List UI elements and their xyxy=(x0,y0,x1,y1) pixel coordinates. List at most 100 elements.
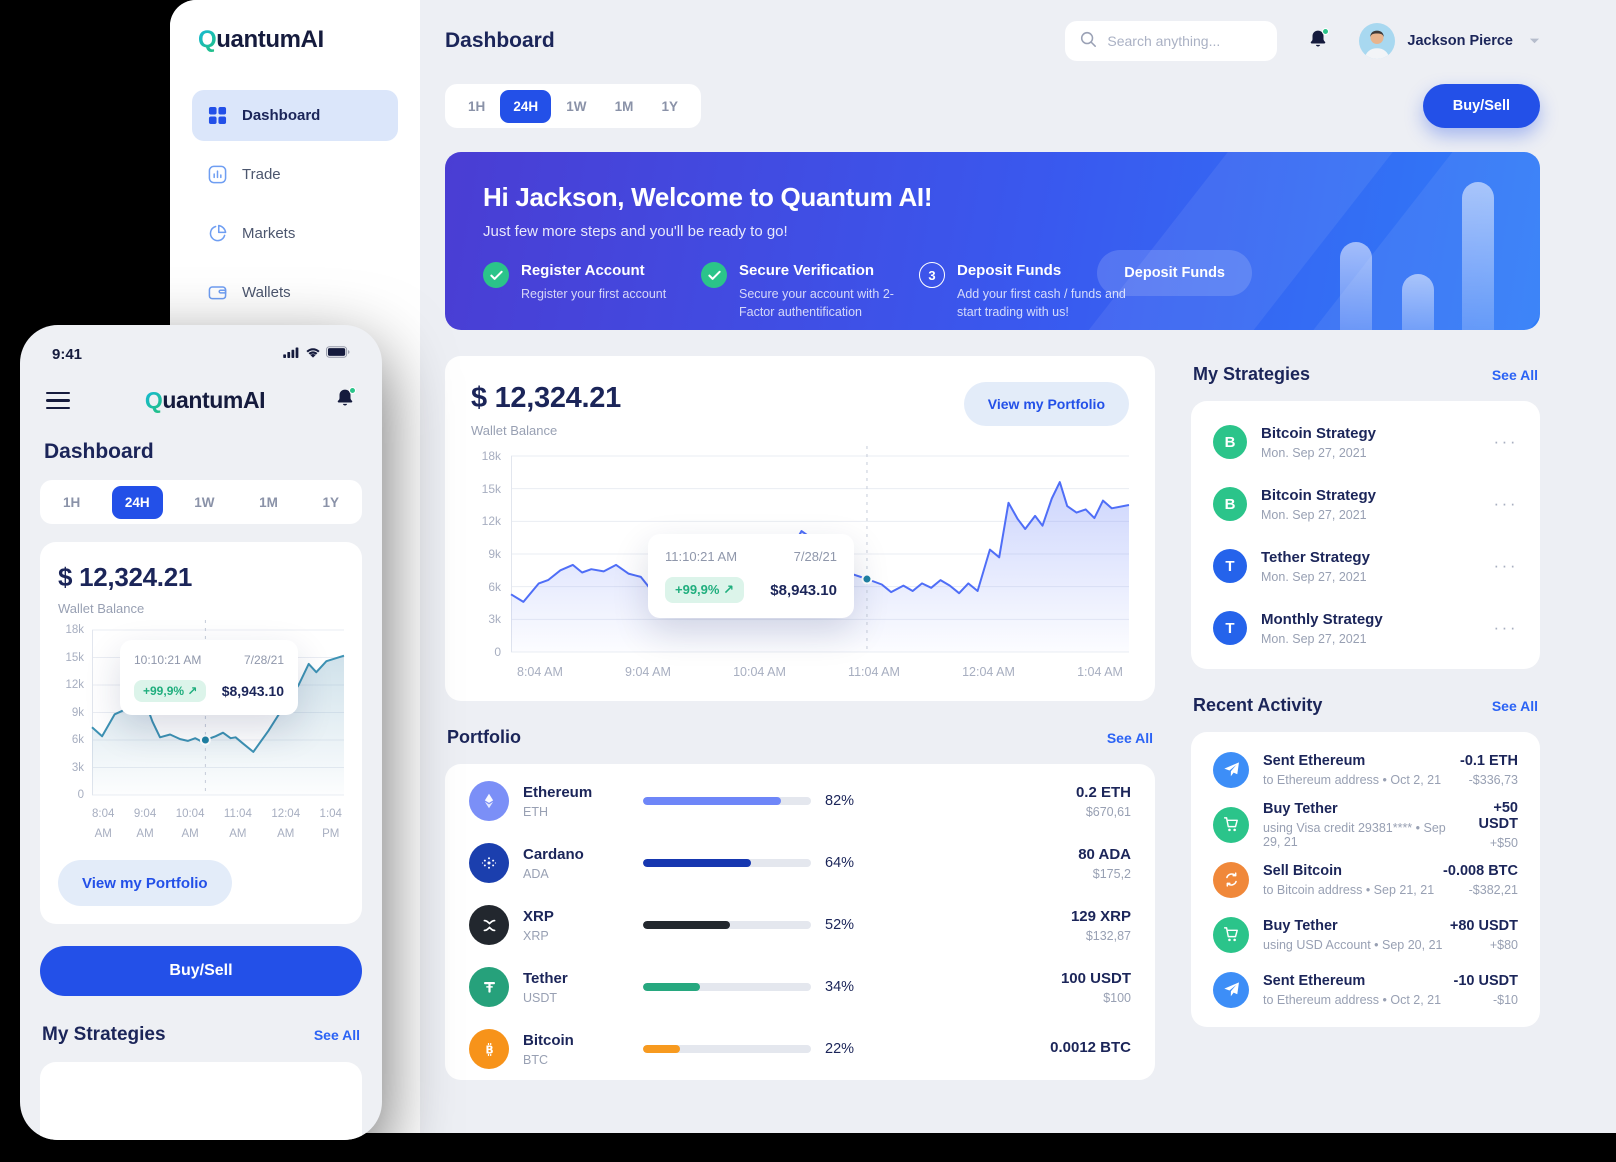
portfolio-asset: Bitcoin BTC xyxy=(523,1032,643,1067)
asset-holdings: 0.2 ETH $670,61 xyxy=(1076,784,1131,819)
strategy-text: Bitcoin Strategy Mon. Sep 27, 2021 xyxy=(1261,487,1376,522)
x-tick-time: 11:04 xyxy=(223,808,252,820)
controls-row: 1H 24H 1W 1M 1Y Buy/Sell xyxy=(445,84,1540,128)
x-tick: 12:04 AM xyxy=(271,805,300,844)
mobile-buy-sell-button[interactable]: Buy/Sell xyxy=(40,946,362,997)
row-menu-button[interactable]: ··· xyxy=(1493,618,1518,637)
tab-1m[interactable]: 1M xyxy=(259,494,278,510)
allocation-bar-fill xyxy=(643,983,701,991)
tab-1w[interactable]: 1W xyxy=(566,98,587,114)
tab-24h[interactable]: 24H xyxy=(500,89,552,123)
user-name: Jackson Pierce xyxy=(1407,33,1513,49)
sidebar-item-wallets[interactable]: Wallets xyxy=(192,267,398,318)
decor-bar xyxy=(1340,242,1372,330)
mobile-notifications-button[interactable] xyxy=(334,387,356,414)
x-tick-time: 1:04 xyxy=(319,808,342,820)
y-tick: 12k xyxy=(65,679,84,691)
chevron-down-icon xyxy=(1529,37,1540,45)
x-tick: 8:04 AM xyxy=(92,805,114,844)
menu-icon[interactable] xyxy=(46,391,70,410)
tab-1y[interactable]: 1Y xyxy=(661,98,678,114)
wallets-icon xyxy=(208,283,227,302)
decor-bar xyxy=(1462,182,1494,330)
topbar: Dashboard Jackson Pierce xyxy=(445,18,1540,64)
view-portfolio-button[interactable]: View my Portfolio xyxy=(963,382,1129,426)
tab-1h[interactable]: 1H xyxy=(63,494,81,510)
mobile-strategies-card xyxy=(40,1062,362,1140)
activity-see-all[interactable]: See All xyxy=(1491,697,1538,714)
send-icon xyxy=(1213,751,1249,788)
row-menu-button[interactable]: ··· xyxy=(1493,494,1518,513)
onboarding-step: 3 Deposit Funds Add your first cash / fund… xyxy=(919,262,1137,321)
chart-x-axis: 8:04 AM 9:04 AM 10:04 AM 11:04 AM 12:04 AM 1:04 PM xyxy=(58,795,344,844)
asset-holdings: 100 USDT $100 xyxy=(1061,970,1131,1005)
dashboard-columns: $ 12,324.21 Wallet Balance View my Portf… xyxy=(445,356,1540,1080)
row-menu-button[interactable]: ··· xyxy=(1493,432,1518,451)
step-text: Secure Verification Secure your account w… xyxy=(739,262,911,321)
tab-1h[interactable]: 1H xyxy=(468,98,486,114)
mobile-strategies-see-all[interactable]: See All xyxy=(313,1027,360,1044)
buy-sell-button[interactable]: Buy/Sell xyxy=(1422,84,1540,128)
strategy-name: Bitcoin Strategy xyxy=(1261,424,1377,442)
activity-subtitle: to Ethereum address • Oct 2, 21 xyxy=(1263,772,1442,787)
onboarding-step: Secure Verification Secure your account w… xyxy=(701,262,919,321)
strategy-text: Monthly Strategy Mon. Sep 27, 2021 xyxy=(1261,611,1383,646)
tab-1w[interactable]: 1W xyxy=(194,494,215,510)
allocation-bar xyxy=(643,1045,811,1053)
portfolio-see-all[interactable]: See All xyxy=(1106,729,1153,746)
mobile-page-title: Dashboard xyxy=(44,440,154,463)
mobile-nav: QuantumAI xyxy=(40,387,362,414)
y-tick: 9k xyxy=(71,706,84,719)
strategy-row: T Tether Strategy Mon. Sep 27, 2021 ··· xyxy=(1213,535,1518,597)
sidebar-item-dashboard[interactable]: Dashboard xyxy=(192,90,398,141)
asset-value: $100 xyxy=(1103,990,1131,1005)
deposit-funds-button[interactable]: Deposit Funds xyxy=(1097,250,1252,296)
tab-1y[interactable]: 1Y xyxy=(322,494,339,510)
activity-title: Buy Tether xyxy=(1263,917,1338,934)
strategy-text: Tether Strategy Mon. Sep 27, 2021 xyxy=(1261,549,1370,584)
mobile-strategies-header: My Strategies See All xyxy=(40,1024,362,1046)
mobile-app-logo: QuantumAI xyxy=(144,387,266,414)
dashboard-icon xyxy=(208,106,227,125)
strategy-coin-icon: B xyxy=(1213,487,1247,521)
portfolio-header: Portfolio See All xyxy=(447,727,1153,748)
y-tick: 0 xyxy=(494,645,501,659)
allocation-bar-fill xyxy=(643,921,731,929)
y-tick: 18k xyxy=(65,624,84,636)
asset-name: Cardano xyxy=(523,845,584,863)
search-box[interactable] xyxy=(1065,21,1278,61)
asset-ticker: USDT xyxy=(523,990,558,1005)
tooltip-change-badge: +99,9% ↗ xyxy=(134,680,207,702)
portfolio-asset: Cardano ADA xyxy=(523,846,643,881)
sidebar-item-trade[interactable]: Trade xyxy=(192,149,398,200)
decor-bar xyxy=(1402,274,1434,330)
tab-24h[interactable]: 24H xyxy=(111,485,163,519)
activity-value: -$382,21 xyxy=(1468,882,1518,897)
activity-amounts: +50 USDT +$50 xyxy=(1458,800,1518,850)
strategy-date: Mon. Sep 27, 2021 xyxy=(1261,631,1367,646)
x-tick: 11:04 AM xyxy=(848,665,900,679)
tab-1m[interactable]: 1M xyxy=(614,98,634,114)
allocation-percent: 64% xyxy=(825,855,855,871)
tooltip-value: $8,943.10 xyxy=(221,683,284,699)
x-tick-ampm: AM xyxy=(181,827,199,840)
tooltip-value: $8,943.10 xyxy=(770,581,837,599)
notifications-button[interactable] xyxy=(1307,27,1330,55)
strategies-see-all[interactable]: See All xyxy=(1491,366,1538,383)
strategy-coin-icon: T xyxy=(1213,611,1247,645)
search-input[interactable] xyxy=(1107,33,1264,49)
allocation-bar-fill xyxy=(643,859,751,867)
activity-subtitle: using Visa credit 29381**** • Sep 29, 21 xyxy=(1263,820,1446,849)
portfolio-asset: Tether USDT xyxy=(523,970,643,1005)
wifi-icon xyxy=(305,345,321,363)
logo-q: Q xyxy=(144,387,163,413)
mobile-view-portfolio-button[interactable]: View my Portfolio xyxy=(58,860,232,907)
sidebar-item-markets[interactable]: Markets xyxy=(192,208,398,259)
row-menu-button[interactable]: ··· xyxy=(1493,556,1518,575)
asset-holdings: 129 XRP $132,87 xyxy=(1071,908,1131,943)
tooltip-time: 10:10:21 AM xyxy=(134,653,202,667)
strategies-title: My Strategies xyxy=(1193,364,1311,384)
strategy-name: Tether Strategy xyxy=(1261,548,1370,566)
user-menu[interactable]: Jackson Pierce xyxy=(1359,23,1540,59)
y-tick: 12k xyxy=(481,514,501,529)
